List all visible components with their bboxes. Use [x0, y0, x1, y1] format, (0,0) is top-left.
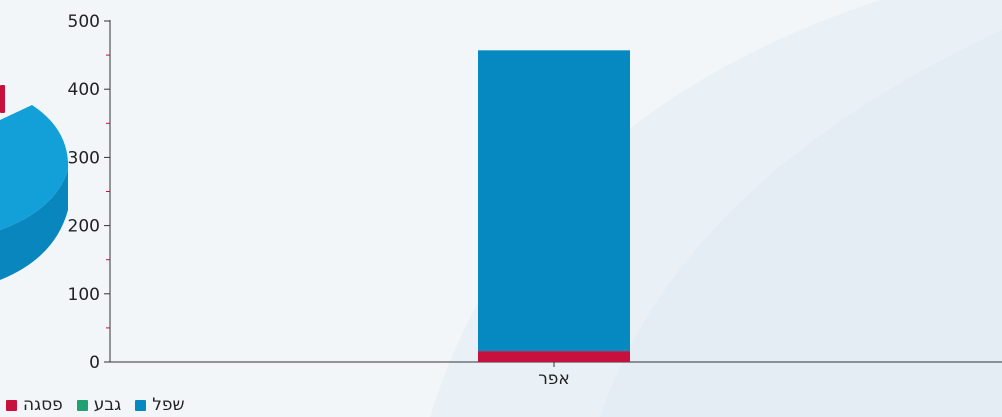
background-arc	[600, 30, 1002, 417]
y-tick-label: 500	[68, 12, 100, 32]
y-tick-label: 400	[68, 80, 100, 100]
bar-segment[interactable]	[478, 351, 630, 362]
pie-side	[0, 170, 68, 280]
legend-label: שפל	[152, 395, 185, 415]
pie-red-slice-edge	[0, 85, 5, 113]
y-tick-label: 100	[68, 285, 100, 305]
bar-stacks	[478, 50, 630, 362]
y-ticks: 0 100 200 300 400 500	[68, 12, 110, 373]
legend-label: פסגה	[23, 395, 63, 415]
legend-swatch	[76, 399, 88, 411]
y-tick-label: 200	[68, 217, 100, 237]
legend-item[interactable]: שפל	[135, 395, 185, 415]
legend-label: גבע	[93, 395, 122, 415]
partial-pie-chart	[0, 85, 69, 280]
y-tick-label: 0	[89, 353, 100, 373]
bar-segment[interactable]	[478, 50, 630, 352]
y-tick-label: 300	[68, 148, 100, 168]
x-tick-label: אפר	[538, 369, 570, 389]
legend-swatch	[6, 399, 17, 411]
pie-top	[0, 105, 69, 230]
x-labels: אפר	[538, 362, 570, 389]
legend-item[interactable]: פסגה	[6, 395, 63, 415]
legend: פסגה גבע שפל	[6, 394, 185, 416]
legend-swatch	[135, 399, 147, 411]
legend-item[interactable]: גבע	[76, 395, 122, 415]
